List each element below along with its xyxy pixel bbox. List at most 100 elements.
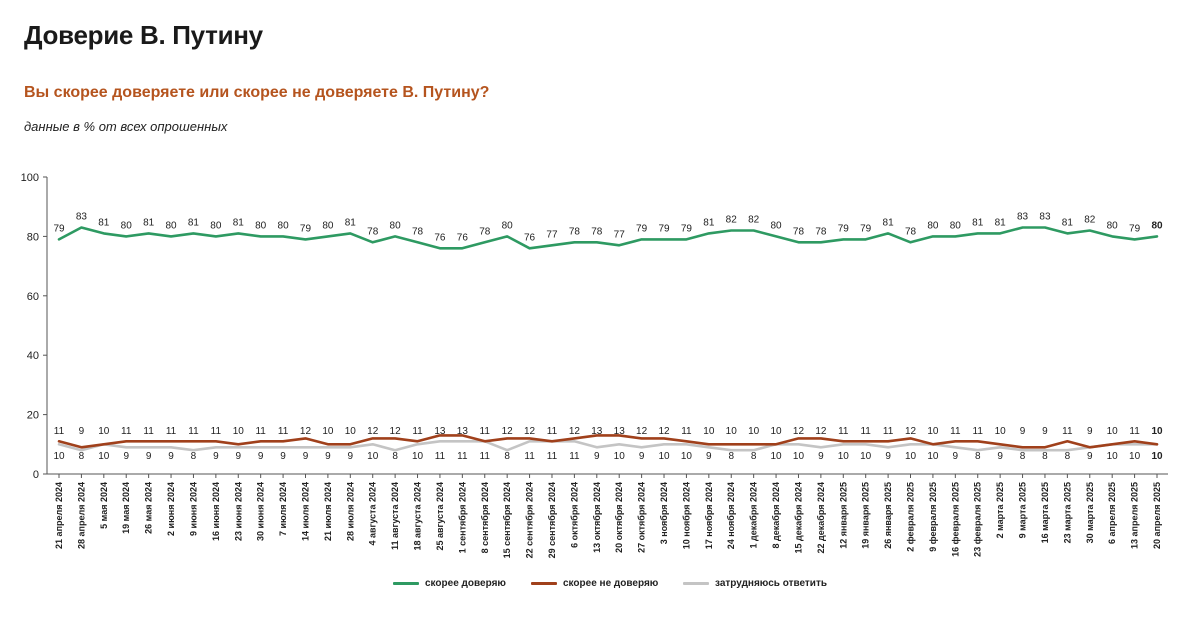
data-label: 9: [325, 451, 331, 462]
x-tick-label: 19 января 2025: [861, 482, 871, 549]
data-label: 79: [681, 223, 693, 234]
y-tick-label: 80: [27, 231, 39, 243]
series-line-2: [57, 439, 1159, 452]
legend-swatch-undecided: [683, 582, 709, 585]
data-label: 10: [1151, 426, 1163, 437]
data-label: 9: [594, 451, 600, 462]
data-label: 81: [98, 217, 110, 228]
x-tick-label: 20 октября 2024: [614, 482, 624, 553]
data-label: 79: [300, 223, 312, 234]
data-label: 81: [188, 217, 200, 228]
x-tick-label: 6 октября 2024: [569, 482, 579, 548]
data-label: 81: [233, 217, 245, 228]
data-label: 81: [995, 217, 1007, 228]
data-label: 9: [1042, 426, 1048, 437]
data-label: 79: [860, 223, 872, 234]
x-tick-label: 1 декабря 2024: [749, 482, 759, 548]
data-label: 10: [748, 426, 760, 437]
x-tick-label: 17 ноября 2024: [704, 482, 714, 549]
y-tick-label: 20: [27, 410, 39, 422]
legend-item-distrust: скорее не доверяю: [531, 578, 658, 589]
data-label: 79: [658, 223, 670, 234]
x-tick-label: 26 мая 2024: [144, 482, 154, 534]
data-label: 12: [636, 426, 648, 437]
data-label: 9: [235, 451, 241, 462]
data-label: 10: [905, 451, 917, 462]
x-tick-label: 30 июня 2024: [256, 482, 266, 541]
x-tick-label: 9 февраля 2025: [928, 482, 938, 552]
chart-title: Доверие В. Путину: [24, 20, 263, 50]
data-label: 11: [950, 426, 961, 437]
data-label: 11: [973, 426, 984, 437]
data-label: 9: [280, 451, 286, 462]
chart-subtitle: Вы скорее доверяете или скорее не доверя…: [24, 84, 490, 101]
data-label: 83: [1039, 211, 1051, 222]
data-label: 11: [278, 426, 289, 437]
data-label: 76: [457, 232, 469, 243]
x-tick-label: 28 апреля 2024: [76, 482, 86, 549]
data-label: 82: [748, 214, 760, 225]
x-tick-label: 8 декабря 2024: [771, 482, 781, 548]
y-tick-label: 0: [33, 469, 39, 481]
data-label: 79: [838, 223, 850, 234]
data-label: 10: [860, 451, 872, 462]
data-label: 10: [1107, 451, 1119, 462]
data-label: 8: [728, 451, 734, 462]
data-label: 76: [434, 232, 446, 243]
data-label: 9: [953, 451, 959, 462]
data-label: 9: [997, 451, 1003, 462]
y-tick-label: 60: [27, 291, 39, 303]
data-label: 9: [639, 451, 645, 462]
data-label: 8: [1042, 451, 1048, 462]
x-tick-label: 23 февраля 2025: [973, 482, 983, 557]
data-label: 78: [569, 226, 581, 237]
y-tick-label: 100: [21, 172, 39, 184]
data-label: 80: [322, 220, 334, 231]
data-label: 11: [121, 426, 132, 437]
data-label: 9: [258, 451, 264, 462]
x-tick-label: 22 сентября 2024: [525, 482, 535, 558]
data-label: 80: [390, 220, 402, 231]
x-tick-label: 7 июля 2024: [278, 482, 288, 536]
data-label: 9: [348, 451, 354, 462]
data-label: 82: [726, 214, 738, 225]
data-label: 80: [1151, 220, 1163, 231]
data-label: 9: [168, 451, 174, 462]
data-label: 11: [547, 451, 558, 462]
data-label: 12: [367, 426, 379, 437]
data-label: 10: [614, 451, 626, 462]
x-tick-label: 12 января 2025: [838, 482, 848, 549]
data-label: 9: [303, 451, 309, 462]
data-label: 11: [435, 451, 446, 462]
data-label: 10: [995, 426, 1007, 437]
data-label: 10: [793, 451, 805, 462]
data-label: 11: [860, 426, 871, 437]
data-label: 80: [121, 220, 133, 231]
data-label: 78: [412, 226, 424, 237]
data-label: 78: [367, 226, 379, 237]
data-label: 79: [53, 223, 65, 234]
x-tick-label: 8 сентября 2024: [480, 482, 490, 553]
data-label: 9: [123, 451, 129, 462]
data-label: 82: [1084, 214, 1096, 225]
data-label: 78: [793, 226, 805, 237]
data-label: 13: [434, 426, 446, 437]
data-label: 9: [79, 426, 85, 437]
legend-label-distrust: скорее не доверяю: [563, 578, 659, 589]
x-tick-label: 25 августа 2024: [435, 482, 445, 551]
x-tick-label: 13 октября 2024: [592, 482, 602, 553]
data-label: 11: [524, 451, 535, 462]
data-label: 13: [457, 426, 469, 437]
legend-item-undecided: затрудняюсь ответить: [683, 578, 827, 589]
x-tick-label: 16 июня 2024: [211, 482, 221, 541]
data-label: 11: [1062, 426, 1073, 437]
data-label: 11: [480, 426, 491, 437]
data-label: 80: [165, 220, 177, 231]
data-label: 83: [1017, 211, 1029, 222]
x-tick-label: 29 сентября 2024: [547, 482, 557, 558]
data-label: 80: [502, 220, 514, 231]
data-label: 9: [706, 451, 712, 462]
data-label: 81: [143, 217, 155, 228]
data-label: 78: [591, 226, 603, 237]
data-label: 11: [1129, 426, 1140, 437]
